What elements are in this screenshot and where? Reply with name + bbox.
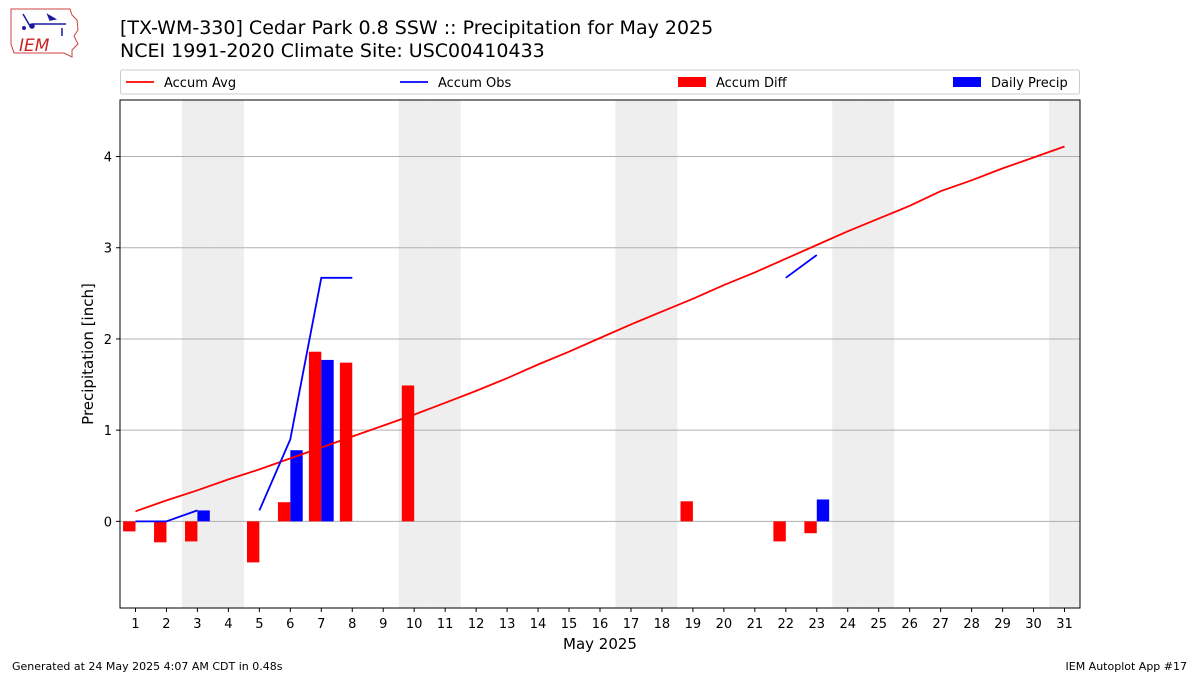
x-tick-label: 24 [839, 617, 856, 632]
accum-diff-bar [185, 521, 198, 542]
accum-diff-bar [246, 521, 260, 563]
x-tick-label: 7 [317, 617, 325, 632]
daily-precip-bar [321, 359, 334, 522]
accum-obs-line [785, 254, 818, 279]
weekend-band [398, 100, 430, 608]
accum-obs-line [135, 509, 198, 523]
x-tick-label: 5 [255, 617, 263, 632]
legend-swatch [953, 77, 981, 87]
x-tick-label: 27 [932, 617, 949, 632]
plot-frame [119, 99, 1081, 609]
accum-diff-bar [401, 385, 415, 522]
x-tick-label: 18 [654, 617, 671, 632]
y-tick-label: 0 [104, 515, 112, 530]
accum-diff-bar [680, 501, 693, 522]
y-tick-label: 4 [104, 151, 112, 166]
legend-label: Daily Precip [991, 76, 1068, 91]
accum-diff-bar [339, 362, 353, 522]
x-tick-label: 29 [994, 617, 1011, 632]
y-tick-label: 2 [104, 333, 112, 348]
iem-logo: IEM [10, 8, 79, 58]
x-tick-label: 30 [1025, 617, 1042, 632]
x-tick-label: 15 [561, 617, 578, 632]
x-tick-label: 11 [437, 617, 454, 632]
legend-label: Accum Obs [438, 76, 511, 91]
accum-avg-line [135, 145, 1065, 513]
legend: Accum Avg Accum Obs Accum Diff Daily Precip [120, 69, 1080, 95]
plot-area [120, 100, 1080, 608]
x-tick-label: 20 [716, 617, 733, 632]
x-tick-label: 26 [901, 617, 918, 632]
x-tick-label: 23 [809, 617, 826, 632]
x-axis-label: May 2025 [563, 635, 637, 653]
accum-obs-line [258, 276, 353, 511]
x-tick-label: 3 [193, 617, 201, 632]
weekend-band [615, 100, 647, 608]
accum-diff-bar [154, 521, 167, 543]
footer-app: IEM Autoplot App #17 [1065, 660, 1188, 673]
x-tick-label: 6 [286, 617, 294, 632]
y-tick-label: 1 [104, 424, 112, 439]
footer-generated: Generated at 24 May 2025 4:07 AM CDT in … [12, 660, 283, 673]
legend-box [120, 69, 1080, 95]
x-tick-label: 16 [592, 617, 609, 632]
x-tick-label: 14 [530, 617, 547, 632]
daily-precip-bar [290, 450, 303, 522]
accum-diff-bar [123, 521, 136, 532]
x-tick-label: 10 [406, 617, 423, 632]
x-tick-label: 25 [870, 617, 887, 632]
x-tick-label: 1 [131, 617, 139, 632]
legend-label: Accum Diff [716, 76, 788, 91]
x-tick-label: 22 [778, 617, 795, 632]
legend-label: Accum Avg [164, 76, 236, 91]
x-tick-label: 2 [162, 617, 170, 632]
x-tick-label: 8 [348, 617, 356, 632]
chart-title: [TX-WM-330] Cedar Park 0.8 SSW :: Precip… [120, 17, 714, 39]
x-tick-label: 21 [747, 617, 764, 632]
accum-diff-bar [308, 351, 322, 522]
weekend-band [646, 100, 678, 608]
chart-subtitle: NCEI 1991-2020 Climate Site: USC00410433 [120, 40, 545, 62]
legend-swatch [678, 77, 706, 87]
x-tick-label: 28 [963, 617, 980, 632]
x-tick-label: 9 [379, 617, 387, 632]
x-tick-label: 31 [1056, 617, 1073, 632]
logo-text: IEM [19, 36, 50, 56]
y-axis-label: Precipitation [inch] [79, 283, 97, 425]
accum-diff-bar [804, 521, 817, 534]
weekend-band [429, 100, 461, 608]
weekend-band [1049, 100, 1080, 608]
accum-diff-bar [773, 521, 786, 542]
weather-symbol-icon [22, 13, 66, 36]
y-tick-label: 3 [104, 242, 112, 257]
accum-diff-bar [277, 502, 291, 522]
daily-precip-bar [197, 510, 210, 522]
x-tick-label: 17 [623, 617, 640, 632]
weekend-band [212, 100, 244, 608]
x-tick-label: 4 [224, 617, 232, 632]
weekend-band [863, 100, 895, 608]
x-tick-label: 19 [685, 617, 702, 632]
x-tick-label: 13 [499, 617, 516, 632]
weekend-band [832, 100, 864, 608]
daily-precip-bar [816, 499, 830, 522]
x-tick-label: 12 [468, 617, 485, 632]
